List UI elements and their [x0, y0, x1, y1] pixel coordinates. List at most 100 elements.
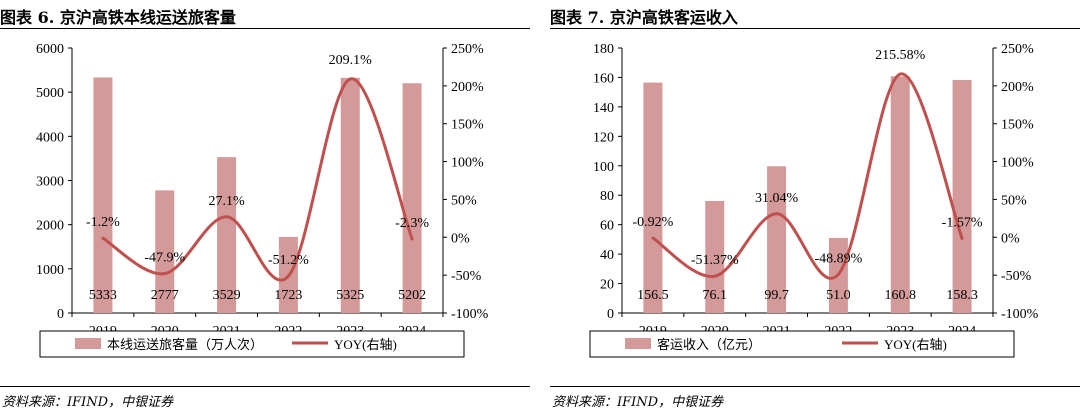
title-rule: [550, 28, 1080, 29]
source-note: 资料来源：IFIND，中银证券: [552, 395, 724, 410]
y2-tick-label: -50%: [451, 269, 482, 284]
bar: [402, 83, 422, 313]
bar: [340, 77, 360, 313]
yoy-value-label: -0.92%: [633, 215, 674, 230]
bar-value-label: 51.0: [826, 288, 851, 303]
bar: [217, 157, 237, 313]
y-tick-label: 40: [600, 248, 614, 263]
yoy-point: [898, 72, 902, 76]
yoy-line: [652, 72, 964, 280]
y-tick-label: 0: [607, 307, 614, 322]
yoy-value-label: 27.1%: [208, 194, 245, 209]
yoy-value-label: -51.2%: [268, 253, 309, 268]
bar: [643, 82, 663, 313]
y2-tick-label: -100%: [1001, 307, 1039, 322]
legend-bar-label: 客运收入（亿元）: [657, 337, 761, 352]
chart-title: 图表 7. 京沪高铁客运收入: [550, 8, 738, 27]
bar-value-label: 5202: [398, 288, 426, 303]
passenger-volume-panel: 图表 6. 京沪高铁本线运送旅客量 0 1000 2000 3000 4000 5000 6…: [0, 0, 530, 410]
y-tick-label: 120: [593, 130, 614, 145]
yoy-value-label: 209.1%: [329, 53, 373, 68]
legend-box: [589, 330, 1015, 358]
legend-line-label: YOY(右轴): [884, 337, 947, 352]
bar-value-label: 156.5: [637, 288, 669, 303]
source-note: 资料来源：IFIND，中银证券: [2, 395, 174, 410]
bar: [93, 77, 113, 313]
y2-tick-label: 100%: [451, 156, 484, 171]
bar-value-label: 5333: [89, 288, 117, 303]
bar-value-label: 76.1: [703, 288, 728, 303]
chart-title: 图表 6. 京沪高铁本线运送旅客量: [0, 8, 236, 27]
bar-value-label: 99.7: [764, 288, 789, 303]
yoy-value-label: -51.37%: [691, 253, 739, 268]
y2-tick-label: 50%: [451, 193, 477, 208]
y2-tick-label: 250%: [451, 42, 484, 57]
y2-tick-label: 100%: [1001, 156, 1034, 171]
y-tick-label: 5000: [36, 86, 64, 101]
yoy-point: [410, 237, 414, 241]
yoy-point: [651, 236, 655, 240]
bar: [890, 76, 910, 313]
yoy-value-label: -1.2%: [86, 215, 120, 230]
yoy-value-label: 31.04%: [755, 191, 799, 206]
yoy-value-label: -2.3%: [395, 216, 429, 231]
y2-tick-label: -100%: [451, 307, 489, 322]
yoy-value-label: -48.89%: [815, 251, 863, 266]
y2-tick-label: 0%: [451, 231, 470, 246]
bar-value-label: 1723: [274, 288, 302, 303]
yoy-value-label: -47.9%: [144, 251, 185, 266]
y2-tick-label: 50%: [1001, 193, 1027, 208]
y-tick-label: 2000: [36, 219, 64, 234]
y2-tick-label: 0%: [1001, 231, 1020, 246]
passenger-revenue-panel: 图表 7. 京沪高铁客运收入 0 20 40 60 80 100 120 140 160 180 -…: [550, 0, 1080, 410]
y2-tick-label: 150%: [451, 118, 484, 133]
passenger-volume-chart: 0 1000 2000 3000 4000 5000 6000 -100% -50% 0% 50% 1…: [36, 42, 489, 358]
title-rule: [0, 28, 530, 29]
y-tick-label: 0: [57, 307, 64, 322]
yoy-point: [163, 272, 167, 276]
y-tick-label: 80: [600, 189, 614, 204]
legend-bar-label: 本线运送旅客量（万人次）: [107, 337, 263, 352]
legend-bar-swatch: [75, 338, 101, 349]
bar-value-label: 5325: [336, 288, 364, 303]
bar-value-label: 158.3: [946, 288, 978, 303]
y-tick-label: 60: [600, 219, 614, 234]
y2-tick-label: 150%: [1001, 118, 1034, 133]
yoy-point: [286, 274, 290, 278]
y-tick-label: 160: [593, 71, 614, 86]
y-tick-label: 1000: [36, 263, 64, 278]
y-tick-label: 6000: [36, 42, 64, 57]
y2-tick-label: 250%: [1001, 42, 1034, 57]
y2-tick-label: 200%: [451, 80, 484, 95]
y2-tick-label: -50%: [1001, 269, 1032, 284]
bar-value-label: 160.8: [885, 288, 917, 303]
yoy-point: [775, 212, 779, 216]
y2-tick-label: 200%: [1001, 80, 1034, 95]
y-tick-label: 4000: [36, 130, 64, 145]
y-tick-label: 3000: [36, 175, 64, 190]
legend-line-label: YOY(右轴): [334, 337, 397, 352]
y-tick-label: 100: [593, 160, 614, 175]
y-tick-label: 180: [593, 42, 614, 57]
bar: [705, 200, 725, 313]
legend-bar-swatch: [625, 338, 651, 349]
source-rule: [550, 386, 1080, 387]
yoy-point: [225, 215, 229, 219]
yoy-value-label: 215.58%: [875, 48, 926, 63]
yoy-point: [713, 274, 717, 278]
source-rule: [0, 386, 530, 387]
bar: [767, 166, 787, 313]
y-tick-label: 20: [600, 278, 614, 293]
passenger-revenue-chart: 0 20 40 60 80 100 120 140 160 180 -100% -50% 0% 50% 10…: [589, 42, 1039, 358]
bar-value-label: 3529: [213, 288, 241, 303]
bar-value-label: 2777: [151, 288, 179, 303]
bar: [155, 190, 175, 313]
y-tick-label: 140: [593, 101, 614, 116]
yoy-point: [101, 236, 105, 240]
yoy-point: [960, 236, 964, 240]
legend-box: [39, 330, 465, 358]
bar: [952, 79, 972, 313]
yoy-point: [348, 77, 352, 81]
yoy-value-label: -1.57%: [942, 215, 983, 230]
yoy-point: [836, 272, 840, 276]
